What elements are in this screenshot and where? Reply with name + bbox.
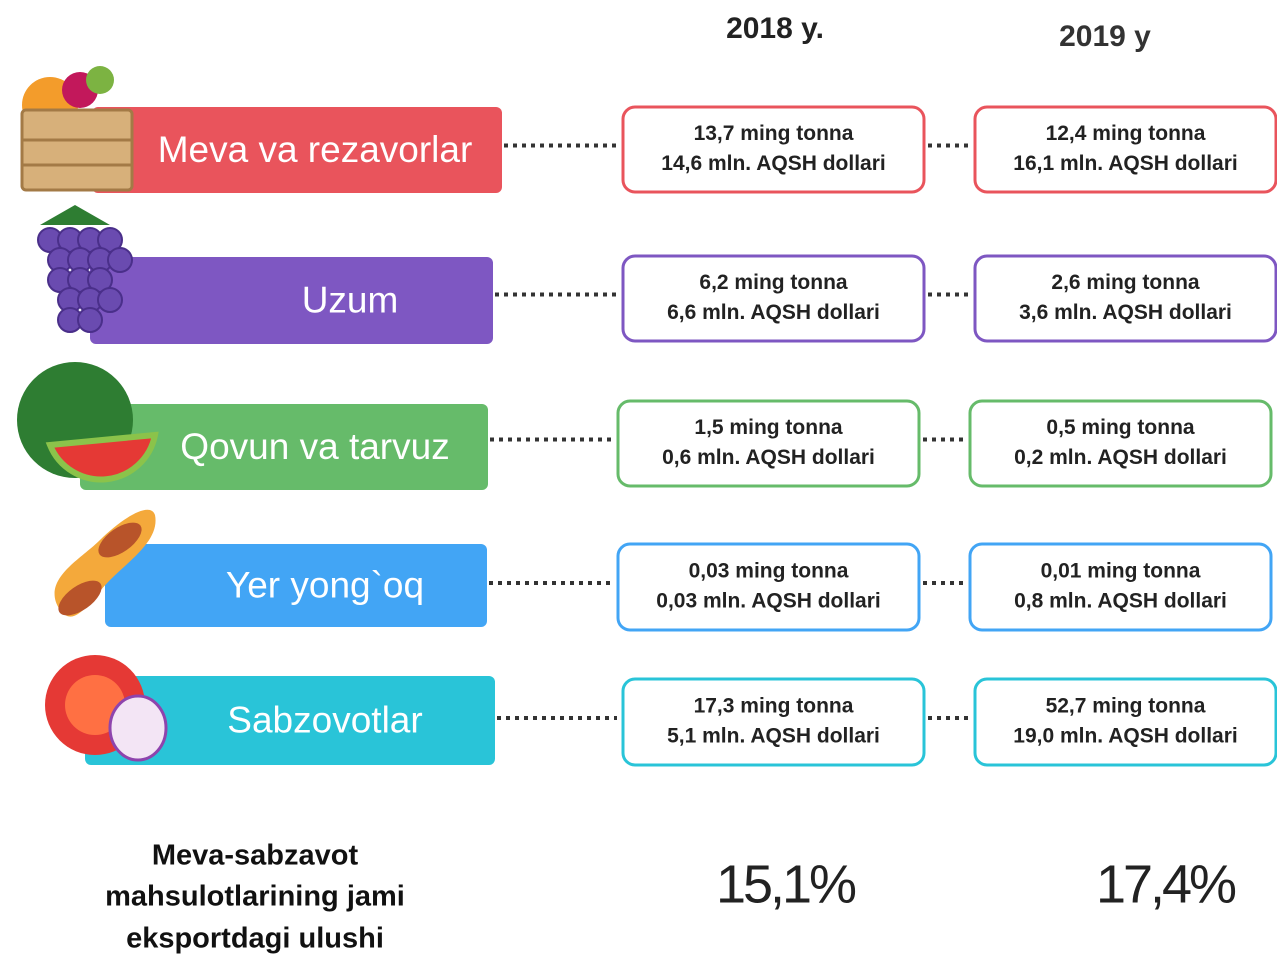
value-box — [623, 256, 924, 341]
value-box — [975, 256, 1276, 341]
value-line: 0,6 mln. AQSH dollari — [662, 446, 875, 469]
icon-shape — [86, 66, 114, 94]
value-line: 3,6 mln. AQSH dollari — [1019, 301, 1232, 324]
value-line: 14,6 mln. AQSH dollari — [661, 152, 885, 175]
year-header: 2018 y. — [726, 12, 824, 45]
infographic: 2018 y. 2019 y Meva-sabzavot mahsulotlar… — [0, 0, 1277, 956]
value-line: 13,7 ming tonna — [694, 122, 854, 145]
value-box — [618, 401, 919, 486]
category-label: Sabzovotlar — [227, 699, 422, 740]
icon-shape — [98, 288, 122, 312]
icon-shape — [108, 248, 132, 272]
value-line: 2,6 ming tonna — [1051, 271, 1200, 294]
value-line: 6,2 ming tonna — [699, 271, 848, 294]
value-line: 12,4 ming tonna — [1046, 122, 1206, 145]
value-line: 1,5 ming tonna — [694, 416, 843, 439]
category-label: Yer yong`oq — [226, 564, 424, 605]
value-line: 52,7 ming tonna — [1046, 695, 1206, 718]
value-line: 5,1 mln. AQSH dollari — [667, 725, 880, 748]
value-box — [970, 401, 1271, 486]
icon-shape — [40, 205, 110, 225]
value-box — [970, 544, 1271, 630]
icon-shape — [110, 696, 166, 760]
category-label: Uzum — [302, 279, 399, 320]
footer-label: Meva-sabzavot — [152, 840, 359, 872]
value-box — [618, 544, 919, 630]
value-box — [623, 679, 924, 765]
value-line: 17,3 ming tonna — [694, 695, 854, 718]
value-box — [975, 679, 1276, 765]
footer-label: mahsulotlarining jami — [105, 881, 405, 913]
value-line: 0,01 ming tonna — [1041, 560, 1201, 583]
share-value: 17,4% — [1096, 854, 1236, 914]
category-label: Meva va rezavorlar — [158, 129, 473, 170]
value-line: 16,1 mln. AQSH dollari — [1013, 152, 1237, 175]
value-line: 0,03 mln. AQSH dollari — [656, 590, 880, 613]
year-header: 2019 y — [1059, 20, 1151, 53]
value-box — [623, 107, 924, 192]
share-value: 15,1% — [716, 854, 856, 914]
value-line: 19,0 mln. AQSH dollari — [1013, 725, 1237, 748]
icon-shape — [22, 110, 132, 190]
value-line: 0,2 mln. AQSH dollari — [1014, 446, 1227, 469]
value-line: 0,5 ming tonna — [1046, 416, 1195, 439]
value-line: 0,8 mln. AQSH dollari — [1014, 590, 1227, 613]
icon-shape — [78, 308, 102, 332]
category-label: Qovun va tarvuz — [180, 426, 449, 467]
value-line: 6,6 mln. AQSH dollari — [667, 301, 880, 324]
category-bar — [90, 257, 493, 344]
value-line: 0,03 ming tonna — [689, 560, 849, 583]
footer-label: eksportdagi ulushi — [126, 923, 384, 955]
value-box — [975, 107, 1276, 192]
